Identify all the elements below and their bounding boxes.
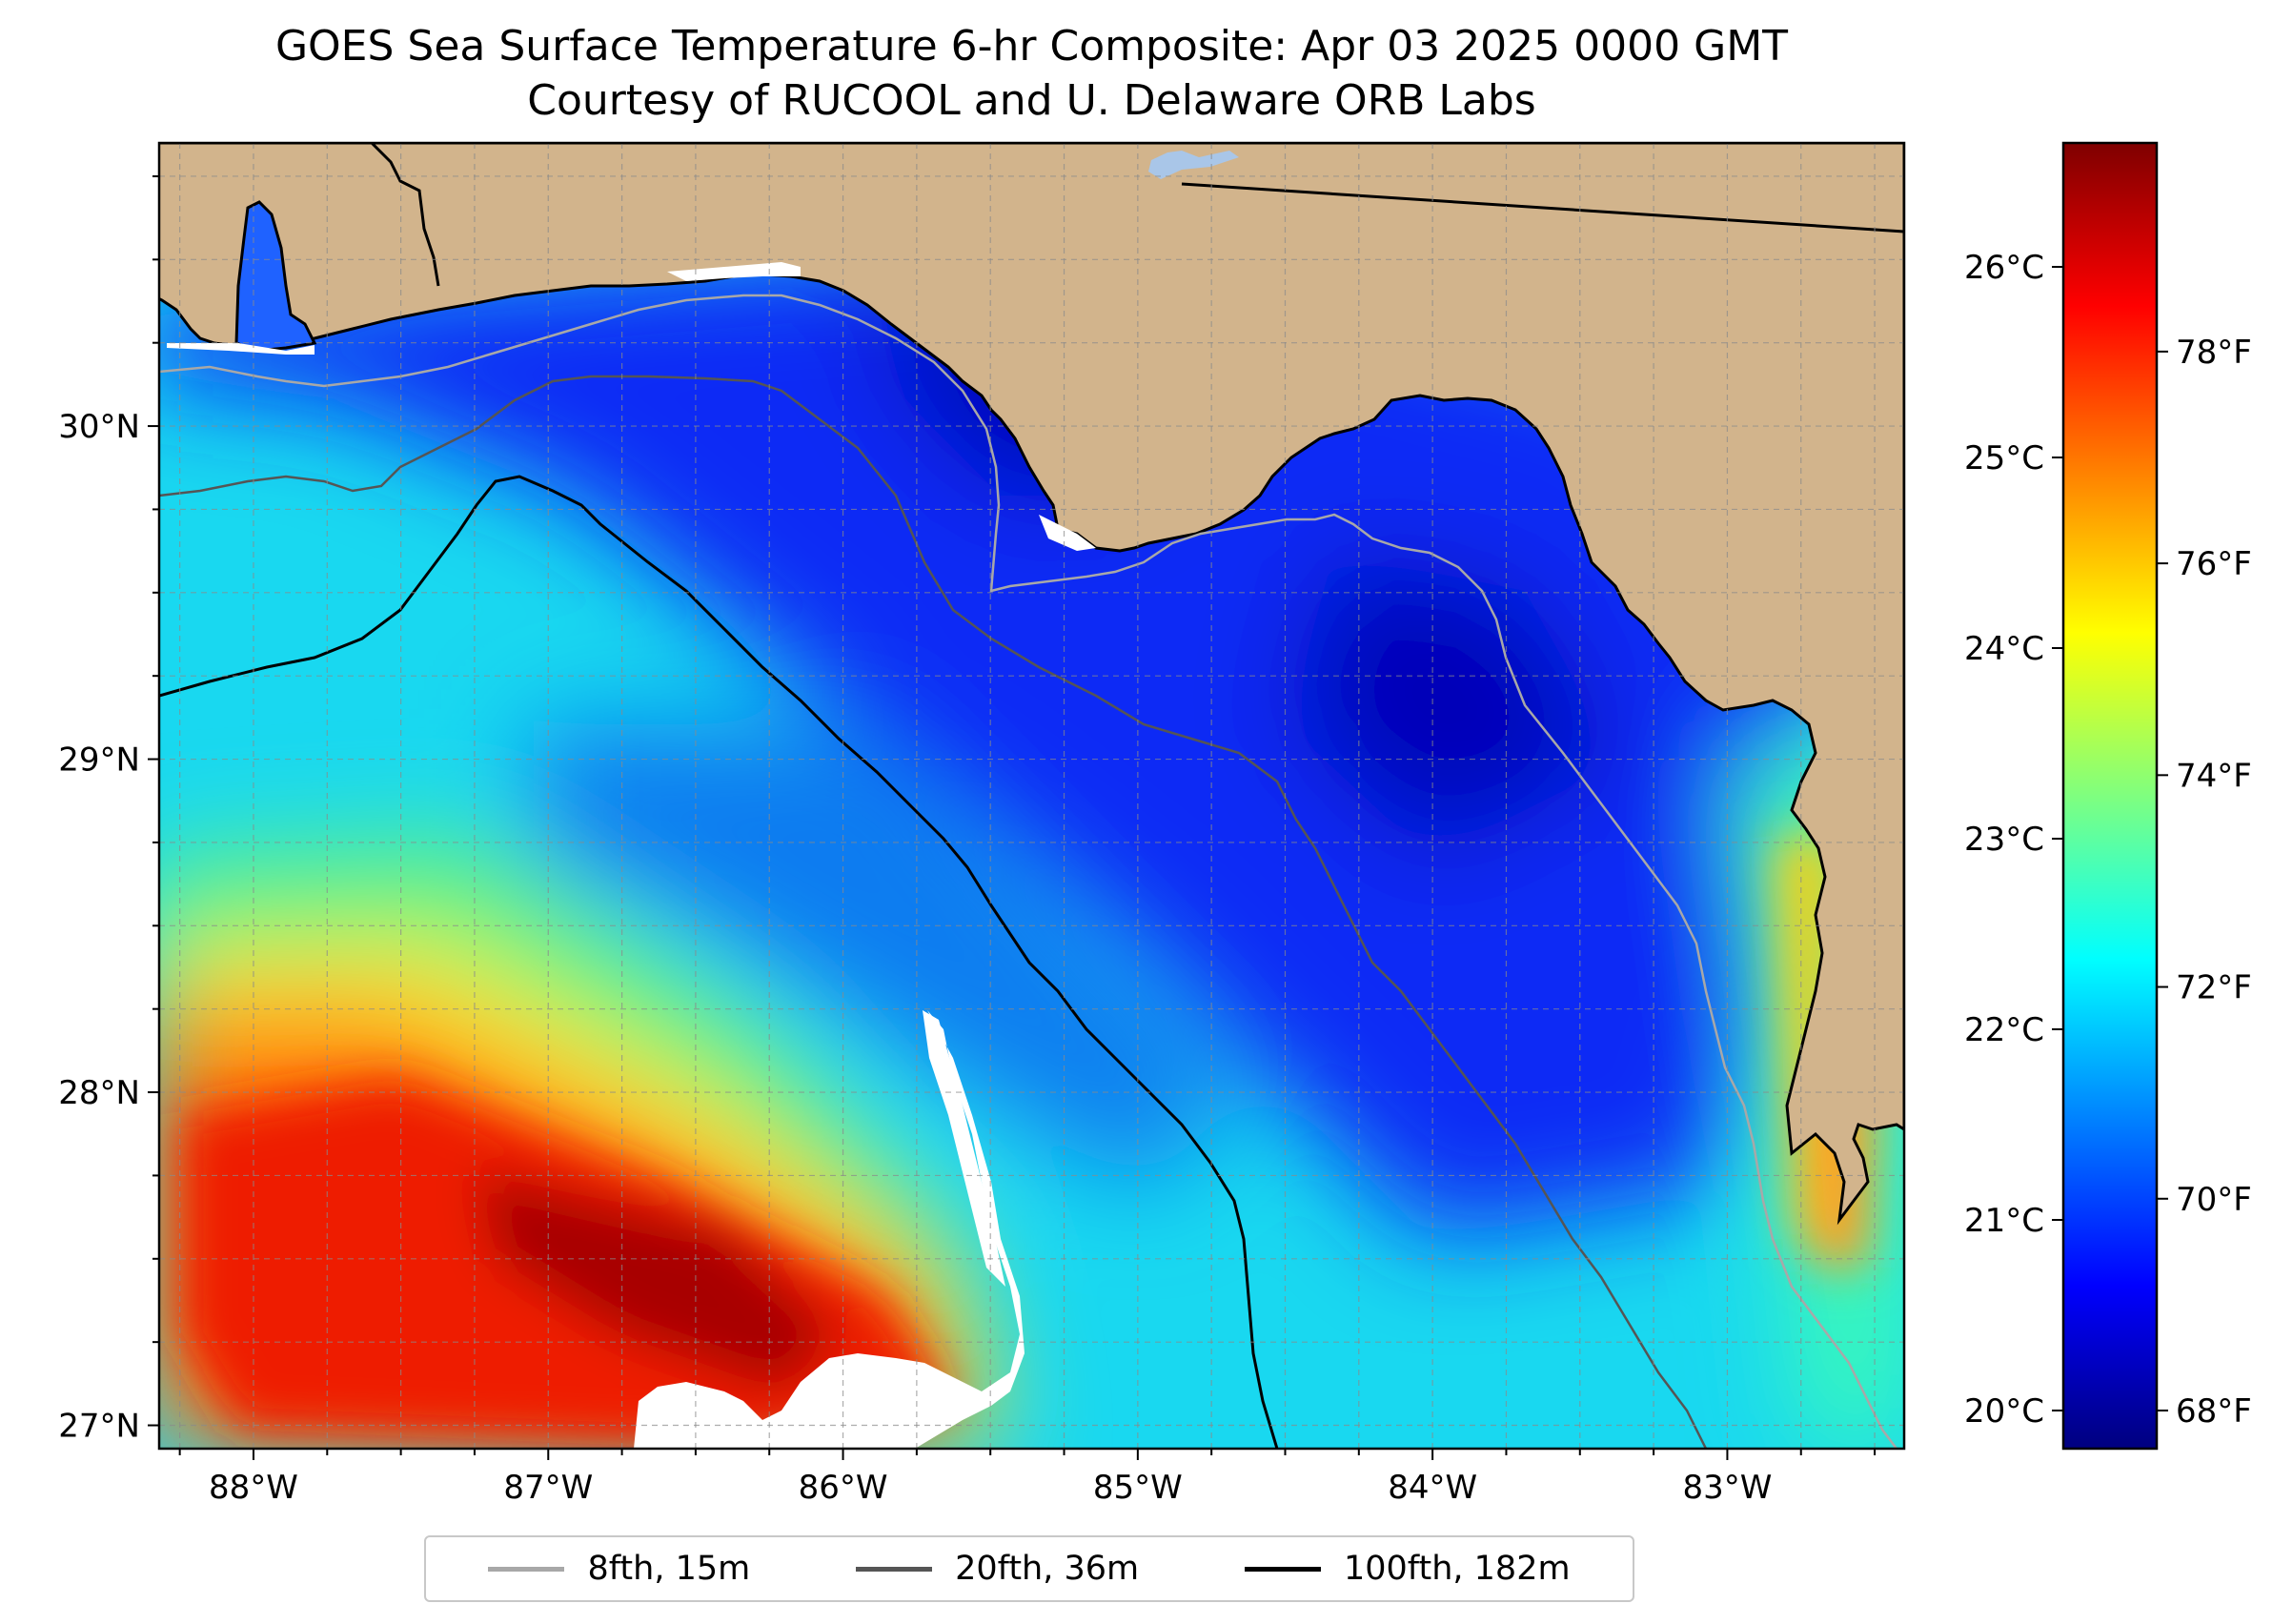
legend-item-8fth: 8fth, 15m (488, 1550, 750, 1588)
legend-label-20fth: 20fth, 36m (955, 1550, 1140, 1588)
fahrenheit-tick-label: 70°F (2176, 1181, 2252, 1219)
map-axis-ticks: 88°W 87°W 86°W 85°W 84°W 83°W 27°N 28°N 29°N 30°N (58, 174, 1877, 1507)
legend-label-8fth: 8fth, 15m (587, 1550, 751, 1588)
celsius-tick-label: 24°C (1964, 630, 2044, 668)
lon-tick-label: 83°W (1682, 1469, 1772, 1507)
legend-swatch-8fth (488, 1566, 565, 1572)
fahrenheit-tick-label: 78°F (2176, 334, 2252, 372)
celsius-tick-label: 23°C (1964, 821, 2044, 859)
isobath-20fth (159, 375, 1708, 1449)
state-border (1181, 182, 1904, 233)
lat-tick-label: 27°N (58, 1408, 140, 1446)
sst-zone-mid-blue (534, 724, 1239, 1191)
fahrenheit-tick-label: 68°F (2176, 1392, 2252, 1431)
colorbar (2061, 141, 2159, 1451)
lat-tick-label: 29°N (58, 741, 140, 780)
lon-tick-label: 85°W (1093, 1469, 1183, 1507)
lake (1148, 151, 1239, 179)
isobath-8fth (159, 294, 1897, 1449)
celsius-tick-label: 20°C (1964, 1392, 2044, 1431)
legend-label-100fth: 100fth, 182m (1343, 1550, 1571, 1588)
fahrenheit-tick-label: 76°F (2176, 545, 2252, 583)
lon-tick-label: 88°W (209, 1469, 298, 1507)
celsius-tick-label: 21°C (1964, 1202, 2044, 1240)
alabama-river-line (370, 143, 440, 287)
legend-swatch-100fth (1244, 1566, 1321, 1572)
land-mass (159, 143, 1904, 1226)
map-gridlines (159, 143, 1904, 1449)
lat-tick-label: 30°N (58, 408, 140, 446)
fahrenheit-tick-label: 74°F (2176, 757, 2252, 795)
figure-subtitle: Courtesy of RUCOOL and U. Delaware ORB L… (527, 76, 1536, 125)
fahrenheit-tick-label: 72°F (2176, 969, 2252, 1007)
legend-item-20fth: 20fth, 36m (856, 1550, 1139, 1588)
celsius-tick-label: 22°C (1964, 1011, 2044, 1049)
lon-tick-label: 84°W (1388, 1469, 1477, 1507)
legend-swatch-20fth (856, 1566, 933, 1572)
celsius-tick-label: 25°C (1964, 439, 2044, 477)
lon-tick-label: 87°W (503, 1469, 593, 1507)
sst-zone-southwest-darkred (477, 1172, 839, 1391)
sst-zone-cold-shelf (159, 229, 1858, 1239)
colorbar-ticks: 20°C 21°C 22°C 23°C 24°C 25°C 26°C 68°F 70°F 72°F… (1964, 249, 2252, 1431)
figure-title: GOES Sea Surface Temperature 6-hr Compos… (274, 22, 1789, 71)
isobath-legend: 8fth, 15m 20fth, 36m 100fth, 182m (424, 1535, 1634, 1602)
no-data-region (634, 1010, 1025, 1449)
map-area (159, 143, 1904, 1449)
no-data-strip (923, 1010, 1005, 1287)
mobile-bay (234, 200, 317, 353)
lon-tick-label: 86°W (799, 1469, 888, 1507)
lat-tick-label: 28°N (58, 1074, 140, 1112)
legend-item-100fth: 100fth, 182m (1244, 1550, 1571, 1588)
isobath-100fth (159, 475, 1279, 1449)
celsius-tick-label: 26°C (1964, 249, 2044, 287)
map-frame (157, 141, 1906, 1451)
